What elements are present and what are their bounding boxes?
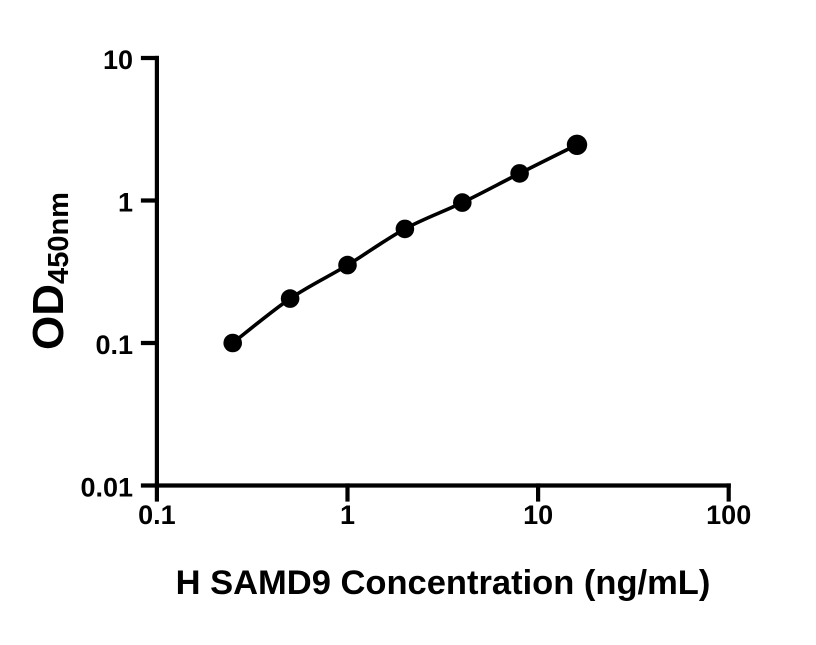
svg-text:10: 10 (103, 45, 133, 75)
svg-text:0.01: 0.01 (80, 473, 133, 503)
svg-text:1: 1 (118, 188, 133, 218)
svg-text:100: 100 (706, 500, 751, 530)
svg-text:0.1: 0.1 (95, 330, 133, 360)
svg-text:0.1: 0.1 (138, 500, 176, 530)
svg-text:1: 1 (340, 500, 355, 530)
svg-text:H SAMD9 Concentration (ng/mL): H SAMD9 Concentration (ng/mL) (176, 564, 711, 602)
svg-text:10: 10 (523, 500, 553, 530)
